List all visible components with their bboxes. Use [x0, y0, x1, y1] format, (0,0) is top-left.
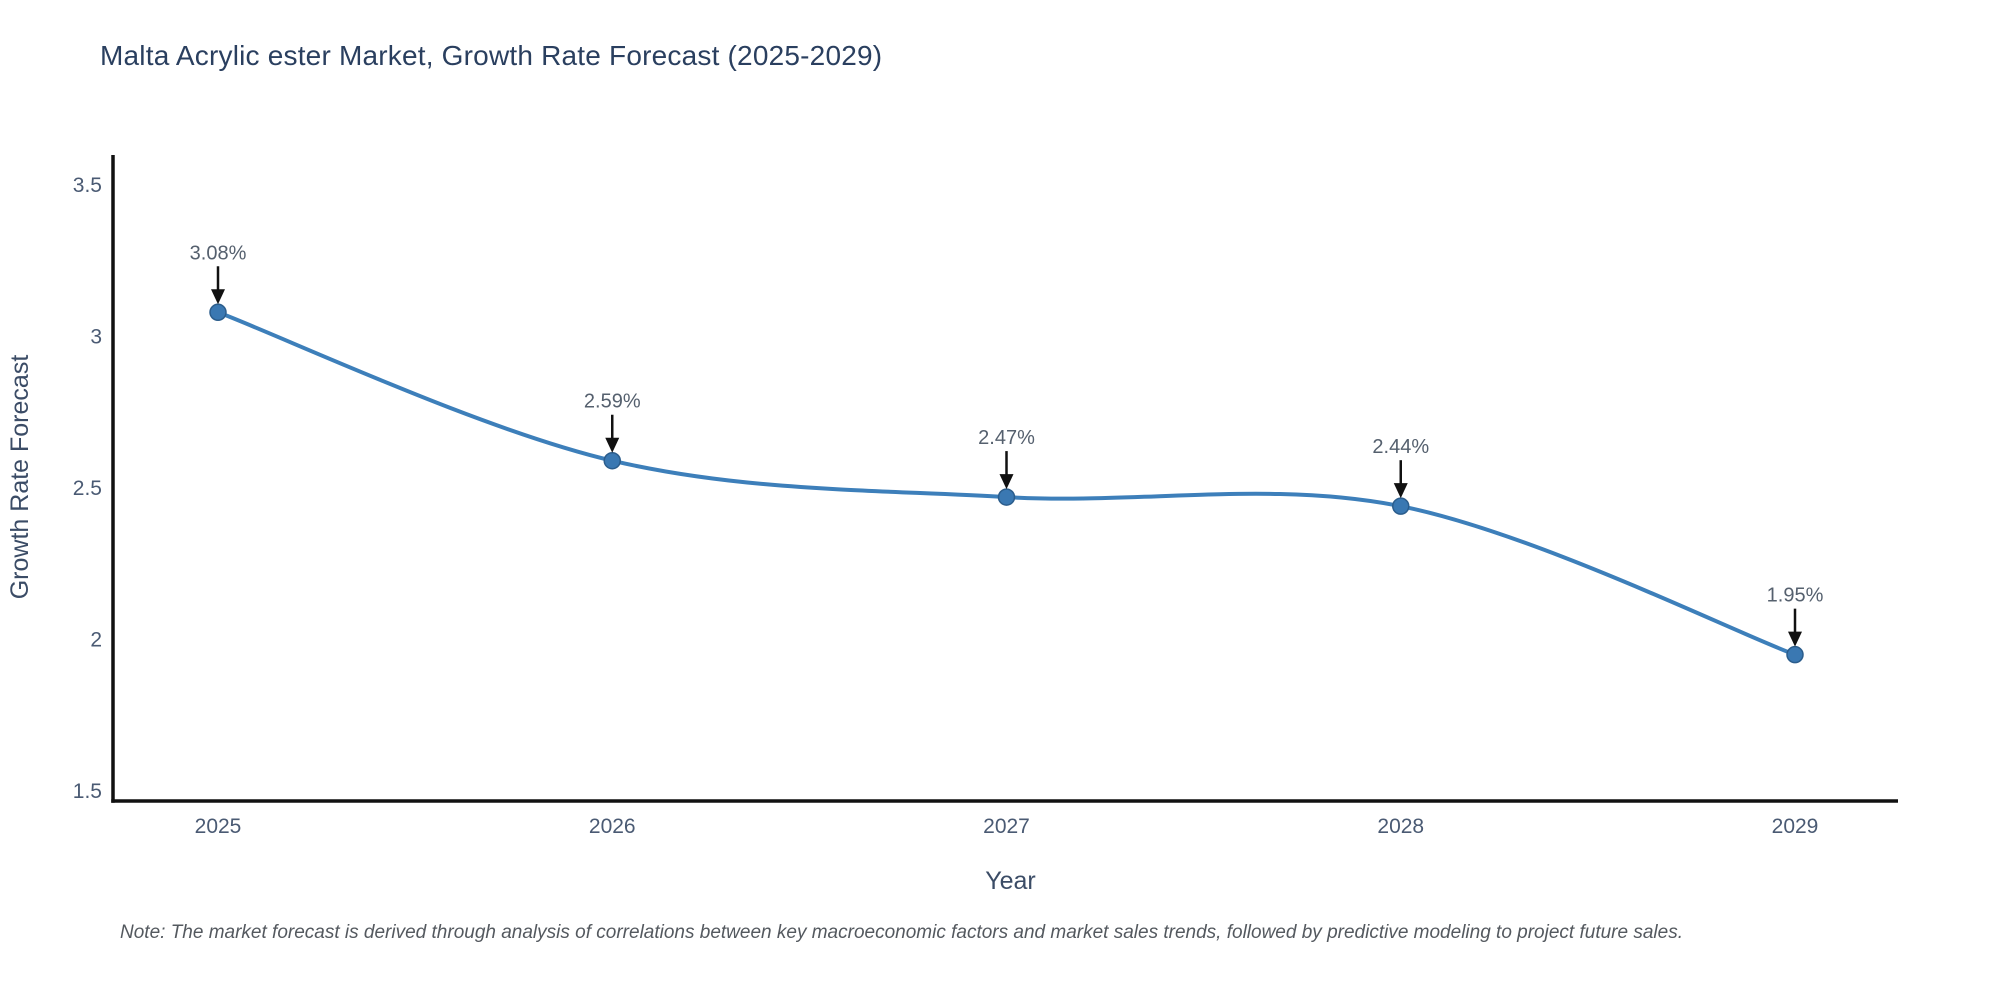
y-tick-label: 2.5: [73, 477, 102, 500]
data-point-marker[interactable]: [209, 303, 227, 322]
y-axis-title: Growth Rate Forecast: [6, 355, 34, 600]
y-tick-label: 1.5: [73, 780, 102, 803]
x-tick-label: 2026: [589, 815, 636, 838]
chart-note: Note: The market forecast is derived thr…: [120, 922, 1683, 943]
data-point-label: 2.59%: [584, 391, 641, 413]
x-axis-title: Year: [985, 867, 1036, 895]
x-tick-label: 2027: [983, 815, 1030, 838]
data-point-label: 1.95%: [1767, 585, 1824, 607]
y-tick-label: 3: [90, 326, 102, 349]
annotation-arrowhead-icon: [1393, 483, 1408, 499]
x-tick-label: 2028: [1377, 815, 1424, 838]
annotation-arrowhead-icon: [999, 474, 1014, 490]
y-tick-label: 3.5: [73, 174, 102, 197]
data-point-label: 2.47%: [978, 427, 1035, 449]
chart-title: Malta Acrylic ester Market, Growth Rate …: [100, 40, 883, 71]
annotation-arrowhead-icon: [211, 289, 225, 305]
data-point-marker[interactable]: [603, 451, 621, 470]
data-point-marker[interactable]: [1786, 645, 1804, 664]
data-point-marker[interactable]: [997, 488, 1016, 506]
x-tick-label: 2025: [195, 815, 242, 838]
data-point-label: 3.08%: [190, 242, 247, 264]
data-point-marker[interactable]: [1392, 497, 1410, 515]
x-tick-label: 2029: [1772, 815, 1819, 838]
annotation-arrowhead-icon: [1788, 631, 1802, 647]
annotation-arrowhead-icon: [605, 437, 620, 453]
y-tick-label: 2: [90, 629, 102, 652]
data-point-label: 2.44%: [1372, 436, 1429, 458]
